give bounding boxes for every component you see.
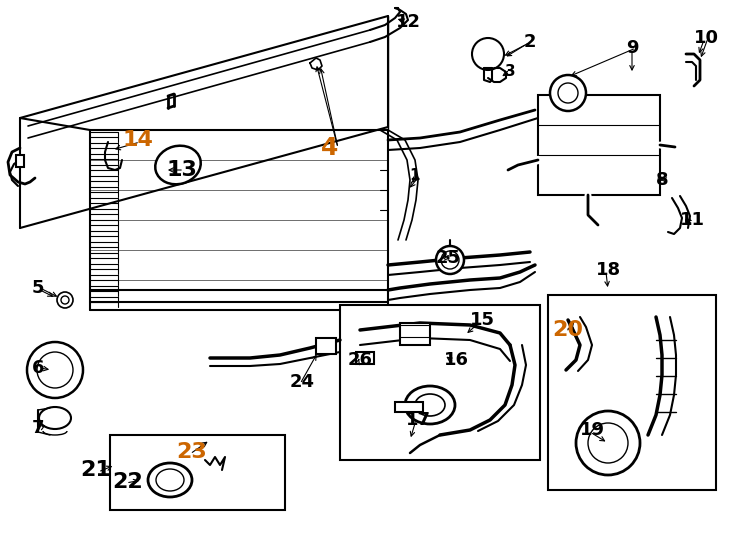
Bar <box>395 402 423 412</box>
Text: 7: 7 <box>32 419 44 437</box>
Ellipse shape <box>405 386 455 424</box>
Circle shape <box>57 292 73 308</box>
Text: 19: 19 <box>580 421 605 439</box>
Text: 24: 24 <box>289 373 314 391</box>
Bar <box>548 295 716 490</box>
Circle shape <box>441 251 459 269</box>
Text: 22: 22 <box>112 472 143 492</box>
Text: 1: 1 <box>410 167 421 183</box>
Text: 20: 20 <box>553 320 584 340</box>
Text: 14: 14 <box>123 130 153 150</box>
Circle shape <box>558 83 578 103</box>
Text: 26: 26 <box>347 351 372 369</box>
Text: 11: 11 <box>680 211 705 229</box>
Circle shape <box>436 246 464 274</box>
Text: 17: 17 <box>405 411 431 429</box>
Text: 3: 3 <box>505 64 515 79</box>
Ellipse shape <box>156 469 184 491</box>
Bar <box>356 352 374 364</box>
Text: 9: 9 <box>626 39 639 57</box>
Bar <box>110 435 285 510</box>
Bar <box>538 95 660 195</box>
Bar <box>316 338 336 354</box>
Text: 16: 16 <box>443 351 468 369</box>
Bar <box>16 155 24 167</box>
Text: 21: 21 <box>81 460 112 480</box>
Ellipse shape <box>156 146 201 184</box>
Ellipse shape <box>39 407 71 429</box>
Text: 2: 2 <box>524 33 537 51</box>
Ellipse shape <box>148 463 192 497</box>
Circle shape <box>472 38 504 70</box>
Text: 13: 13 <box>167 160 197 180</box>
Text: 6: 6 <box>32 359 44 377</box>
Circle shape <box>550 75 586 111</box>
Text: 10: 10 <box>694 29 719 47</box>
Circle shape <box>576 411 640 475</box>
Text: 5: 5 <box>32 279 44 297</box>
Bar <box>400 323 430 345</box>
Text: 25: 25 <box>435 249 460 267</box>
Text: 12: 12 <box>396 13 421 31</box>
Text: 15: 15 <box>470 311 495 329</box>
Ellipse shape <box>415 394 445 416</box>
Circle shape <box>588 423 628 463</box>
Text: 8: 8 <box>655 171 669 189</box>
Bar <box>340 305 540 460</box>
Text: 18: 18 <box>595 261 620 279</box>
Circle shape <box>61 296 69 304</box>
Circle shape <box>27 342 83 398</box>
Text: 4: 4 <box>321 136 338 160</box>
Text: 23: 23 <box>177 442 208 462</box>
Circle shape <box>37 352 73 388</box>
